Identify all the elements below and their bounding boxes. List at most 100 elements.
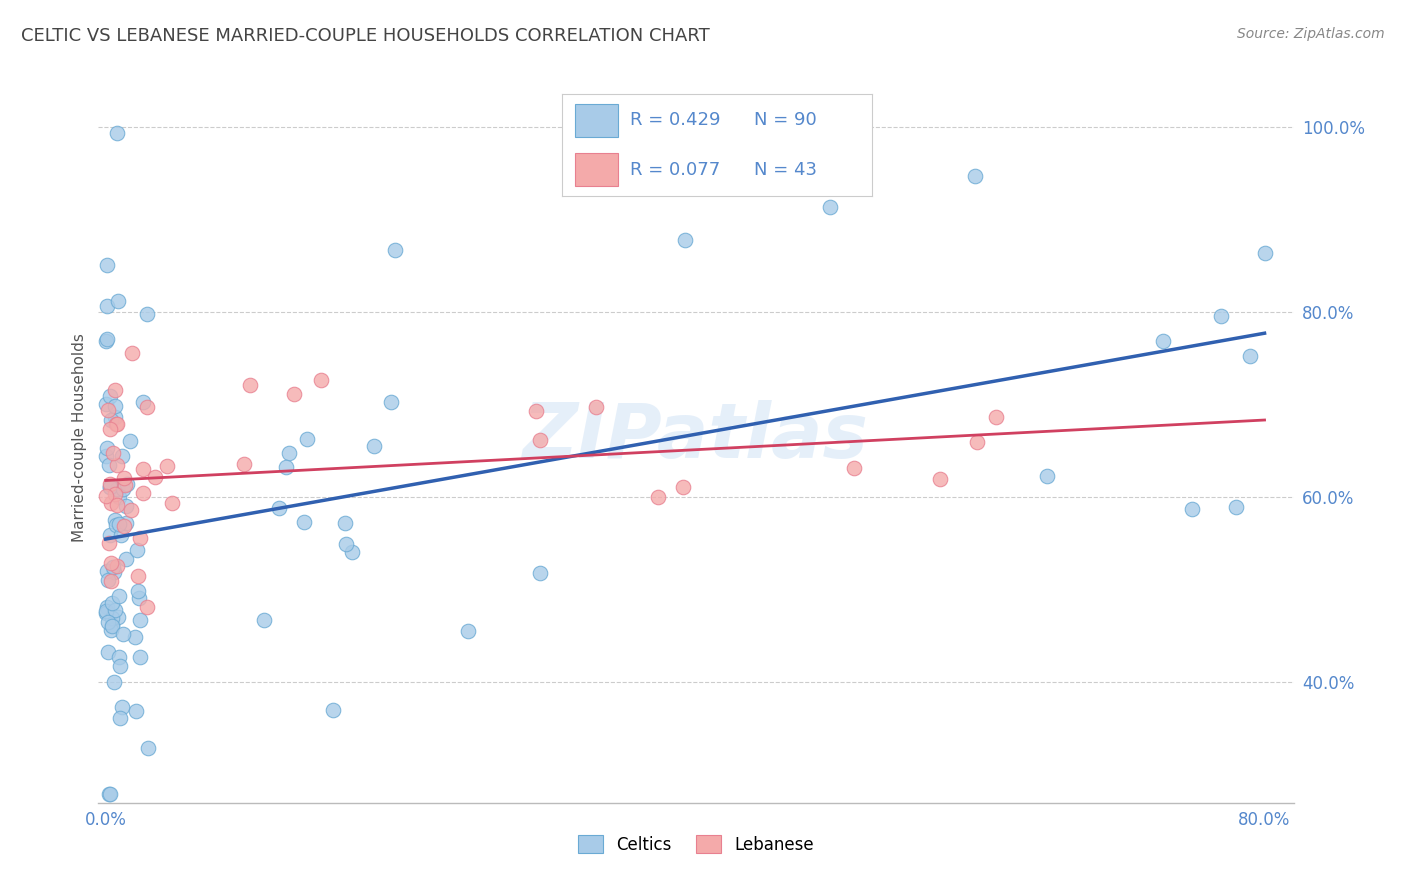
Point	[672, 480, 695, 494]
Point	[107, 294, 129, 309]
Point	[333, 516, 356, 530]
Point	[103, 566, 125, 580]
Point	[118, 434, 141, 448]
Point	[112, 470, 135, 484]
Point	[131, 485, 153, 500]
Text: N = 90: N = 90	[754, 112, 817, 129]
Point	[1152, 334, 1174, 348]
Point	[127, 569, 149, 583]
Point	[96, 449, 118, 463]
Point	[297, 432, 319, 446]
Point	[129, 531, 152, 545]
Point	[278, 446, 301, 460]
Point	[111, 699, 134, 714]
Point	[1181, 501, 1204, 516]
Point	[97, 402, 120, 417]
Point	[110, 659, 132, 673]
Point	[132, 394, 155, 409]
Legend: Celtics, Lebanese: Celtics, Lebanese	[571, 829, 821, 860]
Point	[98, 787, 121, 801]
Point	[1225, 500, 1247, 514]
Point	[107, 490, 129, 504]
Point	[269, 500, 291, 515]
Point	[108, 589, 131, 603]
Point	[96, 299, 118, 313]
Point	[929, 472, 952, 486]
Point	[274, 460, 297, 475]
Point	[136, 307, 159, 321]
Point	[1209, 310, 1232, 324]
Point	[105, 482, 128, 496]
Text: R = 0.429: R = 0.429	[630, 112, 721, 129]
Point	[98, 477, 121, 491]
Point	[156, 458, 179, 473]
Point	[100, 596, 122, 610]
Point	[98, 389, 121, 403]
Point	[966, 434, 988, 449]
Point	[94, 606, 117, 620]
Point	[96, 604, 118, 618]
Point	[94, 334, 117, 348]
Point	[105, 499, 128, 513]
Point	[160, 496, 183, 510]
Point	[101, 618, 124, 632]
Point	[96, 564, 118, 578]
Text: N = 43: N = 43	[754, 161, 817, 178]
Point	[124, 704, 146, 718]
Point	[104, 399, 127, 413]
Point	[128, 591, 150, 605]
Point	[104, 383, 127, 397]
Point	[110, 528, 132, 542]
Point	[98, 480, 121, 494]
Point	[100, 624, 122, 638]
Point	[103, 675, 125, 690]
Point	[121, 346, 143, 360]
Point	[100, 574, 122, 588]
Point	[108, 517, 131, 532]
Point	[97, 536, 120, 550]
Point	[98, 787, 121, 801]
Point	[129, 613, 152, 627]
Point	[105, 559, 128, 574]
Point	[585, 400, 607, 414]
Point	[457, 624, 479, 639]
Point	[283, 386, 305, 401]
Point	[124, 631, 146, 645]
Point	[97, 615, 120, 629]
Point	[818, 200, 841, 214]
Point	[112, 518, 135, 533]
Point	[104, 487, 127, 501]
Point	[96, 600, 118, 615]
Point	[1036, 468, 1059, 483]
Point	[104, 410, 127, 425]
Point	[311, 373, 333, 387]
Point	[104, 603, 127, 617]
Bar	[575, 153, 619, 186]
Point	[1239, 350, 1261, 364]
Point	[104, 517, 127, 532]
Point	[101, 619, 124, 633]
Bar	[575, 104, 619, 136]
Point	[1253, 246, 1275, 260]
Text: Source: ZipAtlas.com: Source: ZipAtlas.com	[1237, 27, 1385, 41]
Point	[110, 711, 132, 725]
Point	[100, 496, 122, 510]
Point	[524, 403, 547, 417]
Point	[96, 397, 118, 411]
Point	[322, 703, 344, 717]
Y-axis label: Married-couple Households: Married-couple Households	[72, 333, 87, 541]
Point	[103, 559, 125, 574]
Point	[101, 446, 124, 460]
Point	[136, 599, 159, 614]
Point	[105, 458, 128, 472]
Point	[96, 489, 118, 503]
Point	[136, 400, 159, 414]
Point	[239, 378, 262, 392]
Point	[132, 462, 155, 476]
Point	[842, 461, 865, 475]
Point	[105, 417, 128, 432]
Point	[384, 243, 406, 257]
Point	[529, 566, 551, 580]
Point	[111, 449, 134, 463]
Point	[98, 480, 121, 494]
